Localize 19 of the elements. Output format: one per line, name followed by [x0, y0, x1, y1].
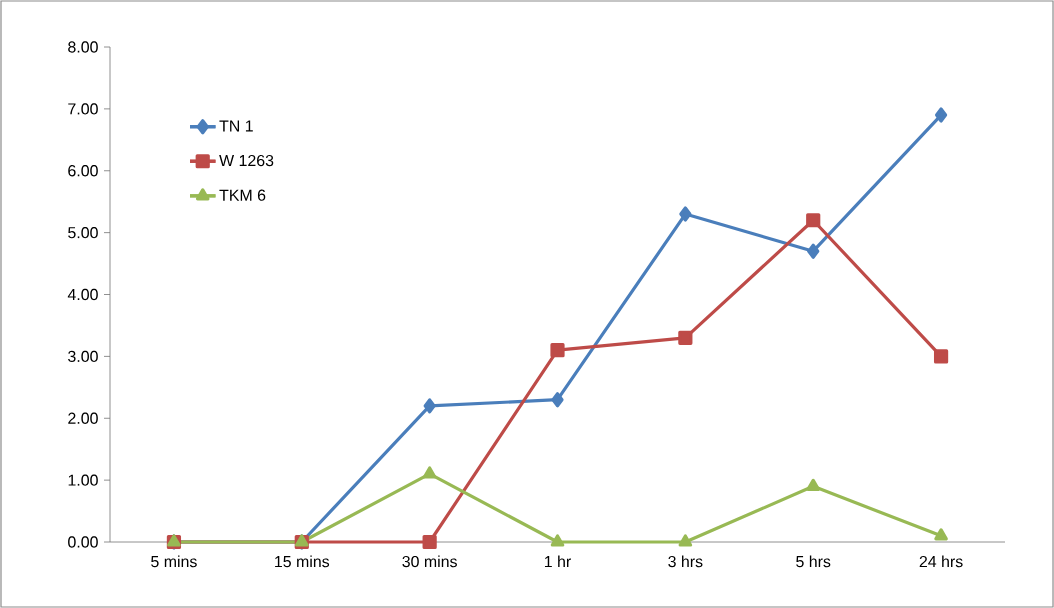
x-tick-label: 30 mins — [402, 555, 457, 568]
y-tick-label: 2.00 — [68, 412, 98, 424]
y-tick-label: 1.00 — [68, 474, 98, 486]
y-tick-label: 4.00 — [67, 288, 98, 301]
y-tick-label: 6.00 — [68, 165, 98, 177]
x-tick-label: 3 hrs — [668, 555, 703, 568]
y-tick-label: 7.00 — [68, 103, 98, 115]
legend-label: TN 1 — [219, 120, 253, 132]
x-tick-label: 5 hrs — [796, 555, 831, 568]
x-tick-label: 5 mins — [151, 555, 197, 568]
y-tick-label: 5.00 — [68, 226, 98, 239]
legend-label: TKM 6 — [219, 189, 266, 201]
x-tick-label: 15 mins — [275, 555, 330, 568]
x-tick-label: 24 hrs — [919, 555, 963, 568]
legend-label: W 1263 — [219, 154, 274, 167]
y-tick-label: 8.00 — [68, 41, 98, 53]
y-tick-label: 3.00 — [68, 350, 98, 363]
x-tick-label: 1 hr — [544, 555, 571, 568]
y-tick-label: 0.00 — [68, 536, 98, 548]
